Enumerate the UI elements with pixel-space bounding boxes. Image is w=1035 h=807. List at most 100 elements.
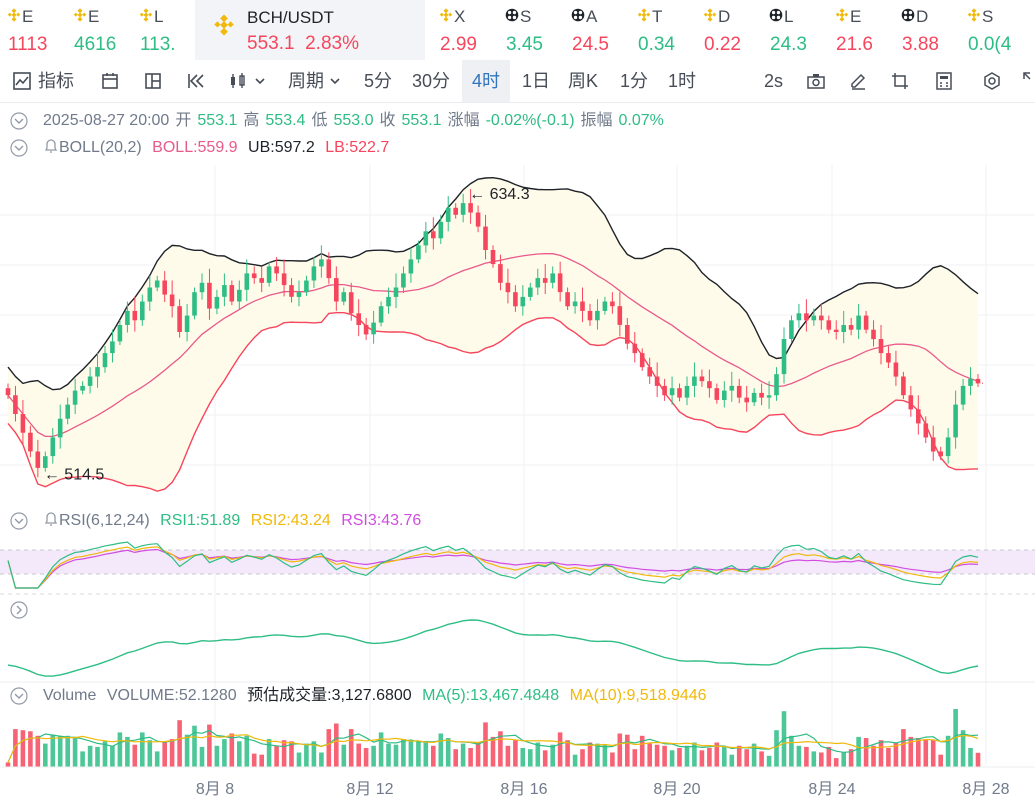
- candle-body: [811, 315, 817, 321]
- pen-icon[interactable]: [848, 71, 868, 91]
- collapse-volume-icon[interactable]: [10, 687, 28, 705]
- calculator-icon[interactable]: [934, 71, 954, 91]
- candle-body: [28, 432, 33, 452]
- candle-body: [259, 278, 264, 283]
- interval-1m[interactable]: 1分: [620, 71, 649, 91]
- x-tick-label: 8月 16: [500, 781, 547, 798]
- candle-body: [930, 437, 936, 452]
- x-tick-label: 8月 24: [808, 781, 855, 798]
- volume-bar: [863, 738, 869, 767]
- volume-bar: [244, 735, 250, 767]
- crop-icon[interactable]: [890, 71, 910, 91]
- volume-bar: [117, 732, 123, 767]
- volume-bar: [147, 740, 153, 767]
- candle-body: [281, 273, 287, 286]
- calendar-icon[interactable]: [100, 71, 120, 91]
- candle-body: [662, 385, 667, 396]
- candle-body: [438, 221, 444, 239]
- refresh-rate[interactable]: 2s: [764, 71, 784, 91]
- volume-bar: [550, 744, 555, 767]
- volume-estimate: 预估成交量:3,127.6800: [247, 687, 412, 704]
- ticker-5[interactable]: S 3.45: [498, 0, 564, 60]
- interval-5m[interactable]: 5分: [364, 71, 393, 91]
- layout-icon[interactable]: [143, 71, 163, 91]
- candle-body: [714, 388, 720, 400]
- candle-body: [557, 273, 563, 293]
- volume-bar: [766, 755, 772, 767]
- ticker-2[interactable]: L 113.: [132, 0, 198, 60]
- volume-bar: [856, 736, 861, 767]
- volume-bar: [707, 748, 712, 767]
- interval-1d[interactable]: 1日: [522, 71, 551, 91]
- rewind-icon[interactable]: [186, 71, 206, 91]
- low-label: 低: [311, 112, 328, 129]
- interval-30m[interactable]: 30分: [412, 71, 451, 91]
- camera-icon[interactable]: [806, 71, 826, 91]
- volume-ma10: MA(10):9,518.9446: [569, 687, 707, 704]
- candle-body: [386, 296, 391, 307]
- ticker-8[interactable]: D 0.22: [696, 0, 762, 60]
- bell-icon[interactable]: [43, 511, 59, 527]
- ticker-4[interactable]: X 2.99: [432, 0, 498, 60]
- candle-type-icon[interactable]: [228, 71, 248, 91]
- volume-bar: [50, 734, 56, 767]
- volume-bar: [431, 745, 436, 767]
- interval-1h[interactable]: 1时: [668, 71, 697, 91]
- interval-1w[interactable]: 周K: [568, 71, 599, 91]
- ticker-0[interactable]: E 1113: [0, 0, 66, 60]
- chevron-down-icon[interactable]: [254, 75, 266, 87]
- ball-icon: [571, 8, 585, 22]
- volume-bar: [639, 735, 645, 767]
- ticker-10[interactable]: E 21.6: [828, 0, 894, 60]
- volume-bar: [334, 723, 339, 767]
- volume-bar: [647, 743, 652, 767]
- ticker-7[interactable]: T 0.34: [630, 0, 696, 60]
- amplitude-value: 0.07%: [618, 112, 664, 129]
- candle-body: [878, 339, 884, 354]
- ticker-9[interactable]: L 24.3: [762, 0, 828, 60]
- volume-bar: [714, 742, 720, 767]
- candle-body: [789, 320, 794, 339]
- close-value: 553.1: [401, 112, 442, 129]
- volume-bar: [878, 740, 884, 767]
- indicator-icon[interactable]: [12, 71, 32, 91]
- ticker-11[interactable]: D 3.88: [894, 0, 960, 60]
- volume-bar: [625, 734, 630, 767]
- ticker-12[interactable]: S 0.0(4: [960, 0, 1026, 60]
- ticker-6[interactable]: A 24.5: [564, 0, 630, 60]
- rsi1-line: [7, 541, 979, 589]
- ticker-price: 113.: [140, 34, 176, 55]
- settings-icon[interactable]: [982, 71, 1002, 91]
- indicator-button[interactable]: 指标: [38, 71, 74, 91]
- collapse-rsi-icon[interactable]: [10, 512, 28, 530]
- candle-body: [169, 294, 175, 307]
- period-button[interactable]: 周期: [288, 60, 341, 102]
- candle-body: [528, 287, 533, 297]
- volume-line: Volume VOLUME:52.1280 预估成交量:3,127.6800 M…: [43, 684, 713, 708]
- candle-body: [408, 259, 414, 274]
- candle-body: [826, 320, 832, 330]
- candle-body: [729, 385, 735, 391]
- bell-icon[interactable]: [43, 138, 59, 154]
- volume-bar: [669, 750, 675, 767]
- open-label: 开: [175, 112, 192, 129]
- ticker-name: E: [88, 7, 100, 26]
- boll-upper-line: [7, 176, 979, 391]
- expand-panel-icon[interactable]: [10, 601, 28, 619]
- collapse-info-icon[interactable]: [10, 112, 28, 130]
- candle-body: [296, 292, 302, 297]
- candle-body: [916, 409, 921, 424]
- expand-icon[interactable]: [1022, 71, 1035, 91]
- interval-4h[interactable]: 4时: [462, 60, 510, 102]
- ticker-1[interactable]: E 4616: [66, 0, 132, 60]
- collapse-boll-icon[interactable]: [10, 139, 28, 157]
- volume-bar: [505, 745, 511, 767]
- volume-bar: [841, 752, 846, 767]
- amplitude-label: 振幅: [580, 112, 613, 129]
- candle-body: [975, 378, 981, 384]
- ticker-price: 24.5: [572, 34, 609, 55]
- candle-body: [692, 376, 697, 386]
- ticker-3[interactable]: BCH/USDT 553.1 2.83%: [195, 0, 425, 60]
- candle-body: [535, 278, 541, 288]
